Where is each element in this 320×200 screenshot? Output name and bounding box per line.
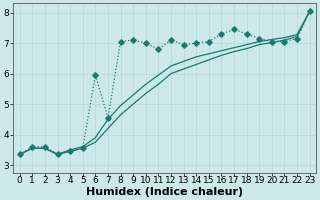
X-axis label: Humidex (Indice chaleur): Humidex (Indice chaleur) xyxy=(86,187,243,197)
